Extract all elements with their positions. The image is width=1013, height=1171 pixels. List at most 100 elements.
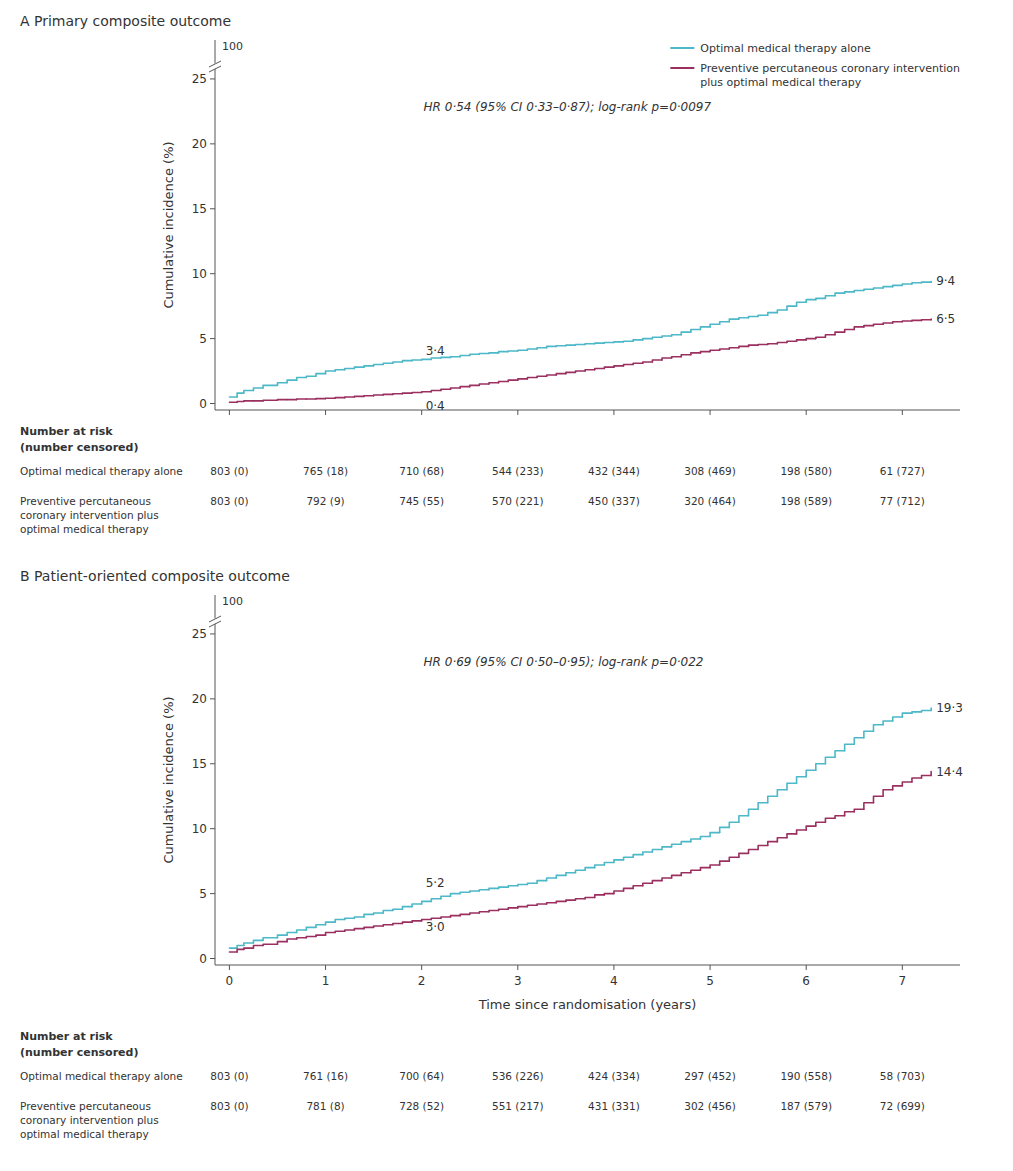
step-segment <box>825 818 835 822</box>
step-segment <box>797 340 807 341</box>
step-segment <box>229 947 237 949</box>
legend-label-line: Optimal medical therapy alone <box>700 42 871 55</box>
step-segment <box>374 926 384 927</box>
step-segment <box>643 883 653 886</box>
step-segment <box>489 352 499 354</box>
risk-cell: 781 (8) <box>306 1100 344 1112</box>
step-segment <box>893 322 903 323</box>
plot-area <box>229 281 931 402</box>
step-segment <box>402 907 412 910</box>
step-segment <box>930 708 932 711</box>
x-tick <box>613 965 614 970</box>
step-segment <box>835 332 845 335</box>
step-segment <box>845 330 855 333</box>
step-segment <box>787 834 797 838</box>
step-segment <box>393 909 403 910</box>
step-segment <box>518 349 528 351</box>
step-segment <box>633 886 643 889</box>
x-tick <box>710 410 711 415</box>
y-axis-label: Cumulative incidence (%) <box>161 141 176 308</box>
step-segment <box>575 371 585 372</box>
end-label: 9·4 <box>936 274 955 288</box>
annotation: 100 <box>222 40 243 53</box>
step-segment <box>691 353 701 355</box>
risk-cell: 570 (221) <box>492 495 544 507</box>
step-segment <box>710 833 720 837</box>
step-segment <box>575 899 585 900</box>
step-segment <box>672 844 682 847</box>
step-segment <box>441 917 451 918</box>
end-label: 6·5 <box>936 312 955 326</box>
step-segment <box>624 888 634 891</box>
step-segment <box>277 399 287 401</box>
step-segment <box>806 300 816 303</box>
x-tick-label: 4 <box>610 974 618 988</box>
x-tick <box>229 410 230 415</box>
step-segment <box>643 339 653 340</box>
step-segment <box>845 812 855 816</box>
legend-label-line: plus optimal medical therapy <box>700 76 861 89</box>
step-segment <box>749 345 759 346</box>
step-segment <box>912 778 922 782</box>
step-segment <box>263 399 277 401</box>
y-tick-label: 15 <box>192 757 207 771</box>
step-segment <box>527 378 537 379</box>
panel-title: B Patient-oriented composite outcome <box>20 568 290 584</box>
step-segment <box>237 949 244 952</box>
legend-label: Preventive percutaneous coronary interve… <box>700 62 960 89</box>
y-tick-label: 25 <box>192 627 207 641</box>
step-segment <box>402 361 412 362</box>
step-segment <box>547 346 557 347</box>
step-segment <box>700 327 710 330</box>
point-label: 3·4 <box>426 344 445 358</box>
risk-cell: 765 (18) <box>303 465 348 477</box>
risk-cell: 803 (0) <box>210 465 248 477</box>
y-tick-label: 20 <box>192 137 207 151</box>
step-segment <box>393 923 403 924</box>
step-segment <box>527 883 537 884</box>
annotation: 100 <box>222 595 243 608</box>
risk-cell: 72 (699) <box>880 1100 925 1112</box>
legend-swatch <box>670 47 694 49</box>
step-segment <box>306 936 316 937</box>
point-label: 5·2 <box>426 876 445 890</box>
y-tick <box>210 273 215 274</box>
step-segment <box>393 362 403 363</box>
step-segment <box>566 900 576 901</box>
risk-cell: 297 (452) <box>684 1070 736 1082</box>
step-segment <box>460 914 470 915</box>
risk-cell: 700 (64) <box>399 1070 444 1082</box>
panel-title: A Primary composite outcome <box>20 13 231 29</box>
step-segment <box>768 842 778 846</box>
step-segment <box>681 355 691 357</box>
step-segment <box>662 847 672 850</box>
step-segment <box>297 930 307 933</box>
step-segment <box>864 731 874 737</box>
risk-row-label: coronary intervention plus <box>20 1114 159 1126</box>
risk-cell: 432 (344) <box>588 465 640 477</box>
risk-cell: 58 (703) <box>880 1070 925 1082</box>
step-segment <box>604 862 614 865</box>
y-tick <box>210 403 215 404</box>
x-tick <box>325 410 326 415</box>
y-tick-label: 15 <box>192 202 207 216</box>
step-segment <box>729 319 739 322</box>
x-tick <box>229 965 230 970</box>
step-segment <box>489 888 499 889</box>
step-segment <box>306 376 316 377</box>
step-segment <box>845 292 855 293</box>
step-segment <box>930 281 932 283</box>
step-segment <box>893 285 903 286</box>
step-segment <box>672 357 682 358</box>
step-segment <box>316 935 326 936</box>
step-segment <box>316 374 326 377</box>
step-segment <box>244 391 254 394</box>
step-segment <box>700 352 710 353</box>
step-segment <box>873 288 883 289</box>
step-segment <box>263 944 277 945</box>
step-segment <box>537 881 547 884</box>
step-segment <box>825 757 835 763</box>
step-segment <box>575 870 585 873</box>
step-segment <box>277 935 287 938</box>
step-segment <box>652 337 662 338</box>
